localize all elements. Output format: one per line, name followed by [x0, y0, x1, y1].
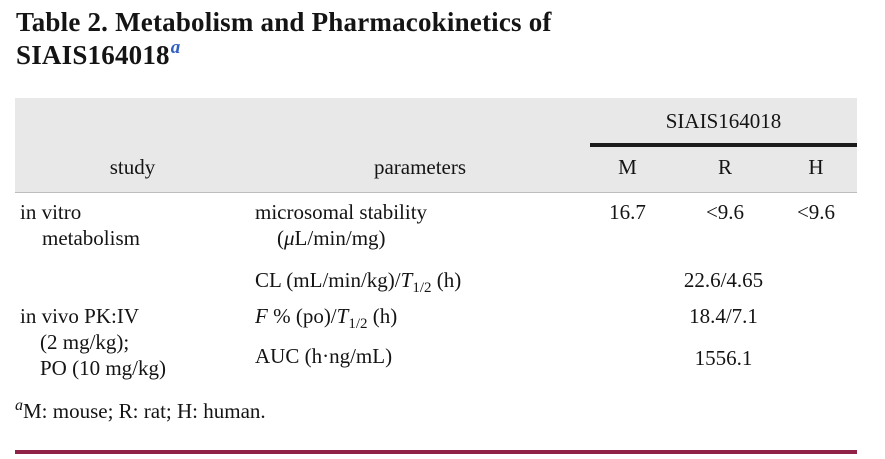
footnote-ref-link[interactable]: a: [170, 37, 181, 58]
column-header-study: study: [109, 155, 156, 179]
table-title-text1: Table 2. Metabolism and Pharmacokinetics…: [16, 7, 552, 37]
column-header-parameters: parameters: [373, 155, 467, 179]
param-microsomal-units: (μL/min/mg): [277, 226, 386, 251]
study-invivo-line2: (2 mg/kg);: [40, 330, 130, 354]
f-symbol: F: [255, 304, 268, 328]
units-mu: μ: [284, 226, 295, 250]
value-f-thalf: 18.4/7.1: [689, 304, 758, 328]
table-title-line2: SIAIS164018a: [16, 37, 756, 75]
param-microsomal-stability: microsomal stability: [255, 200, 428, 224]
study-invitro-line2: metabolism: [42, 226, 140, 250]
f-t-symbol: T: [336, 304, 349, 328]
compound-name: SIAIS164018: [16, 40, 170, 70]
footnote-text: M: mouse; R: rat; H: human.: [23, 399, 266, 423]
column-header-r: R: [717, 155, 732, 179]
study-invivo-line3: PO (10 mg/kg): [40, 356, 166, 380]
f-t-subscript: 1/2: [348, 316, 368, 332]
param-f-thalf: F % (po)/T1/2 (h): [255, 304, 397, 333]
cl-t-subscript: 1/2: [412, 280, 432, 296]
footnote-marker: a: [15, 397, 23, 414]
compound-group-underline: [590, 143, 857, 147]
study-invitro-line1: in vitro: [20, 200, 82, 224]
cl-suffix: (h): [431, 268, 462, 292]
table-header-band: SIAIS164018 study parameters M R H: [15, 98, 857, 193]
value-microsomal-human: <9.6: [796, 200, 836, 224]
param-cl-thalf: CL (mL/min/kg)/T1/2 (h): [255, 268, 461, 297]
cl-prefix: CL (mL/min/kg)/: [255, 268, 401, 292]
cl-t-symbol: T: [400, 268, 413, 292]
table-title-line1: Table 2. Metabolism and Pharmacokinetics…: [16, 6, 756, 39]
value-auc: 1556.1: [694, 346, 753, 370]
compound-group-header: SIAIS164018: [665, 109, 782, 133]
f-suffix: (h): [367, 304, 398, 328]
param-auc: AUC (h·ng/mL): [255, 344, 393, 368]
study-invivo-line1: in vivo PK:IV: [20, 304, 140, 328]
section-divider-rule: [15, 450, 857, 454]
f-mid: % (po)/: [267, 304, 337, 328]
value-microsomal-mouse: 16.7: [609, 200, 646, 224]
column-header-h: H: [808, 155, 824, 179]
value-cl-thalf: 22.6/4.65: [683, 268, 764, 292]
units-rest: L/min/mg): [294, 226, 386, 250]
value-microsomal-rat: <9.6: [705, 200, 745, 224]
table-title: Table 2. Metabolism and Pharmacokinetics…: [16, 6, 756, 75]
column-header-m: M: [618, 155, 637, 179]
units-open-paren: (: [277, 226, 284, 250]
table-footnote: aM: mouse; R: rat; H: human.: [15, 397, 266, 424]
